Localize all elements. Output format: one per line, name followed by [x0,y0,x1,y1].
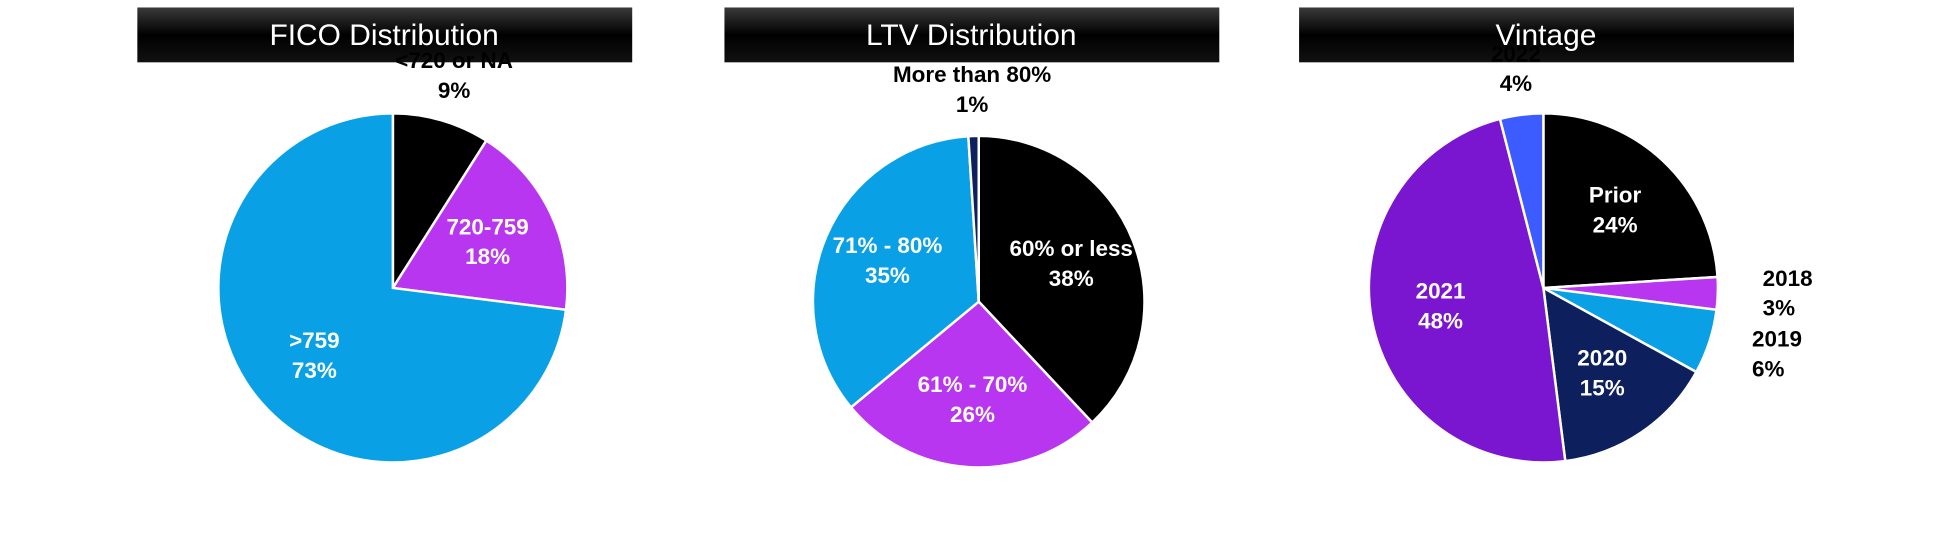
pie-slice [1541,285,1699,463]
pie-slice [967,134,980,302]
chart-title: LTV Distribution [866,19,1077,52]
slice-value-label: 15% [1580,375,1625,400]
slice-value-label: 38% [1049,266,1094,291]
pie-slice [391,112,489,293]
pie-slice [811,134,981,410]
slice-label: 720-759 [446,214,528,239]
slice-label: <720 or NA [395,48,513,73]
slice-label: 2019 [1752,327,1802,352]
slice-label: 2020 [1577,346,1627,371]
chart-title: Vintage [1495,19,1596,52]
slice-label: 71% - 80% [833,233,943,258]
slice-value-label: 3% [1763,296,1795,321]
pie-slice [1367,117,1567,464]
title-box [724,7,1220,63]
chart-title: FICO Distribution [269,19,498,52]
slice-label: 2021 [1416,279,1466,304]
slice-value-label: 73% [292,358,337,383]
slice-value-label: 1% [956,92,988,117]
slice-value-label: 35% [865,263,910,288]
pie-slice [1542,112,1719,290]
slice-value-label: 18% [465,244,510,269]
slice-value-label: 48% [1418,308,1463,333]
slice-value-label: 26% [950,402,995,427]
slice-label: 60% or less [1010,236,1133,261]
title-box [1299,7,1794,63]
slice-value-label: 9% [438,78,470,103]
pie-slice [977,134,1146,425]
slice-value-label: 6% [1752,357,1784,382]
pie-slice [390,138,569,312]
pie-slice [1498,112,1545,289]
title-box [137,7,633,63]
slice-label: Prior [1589,183,1642,208]
slice-label: 2018 [1763,266,1813,291]
slice-value-label: 24% [1593,212,1638,237]
pie-slice [849,299,1094,469]
slice-label: 2022 [1491,41,1541,66]
slice-label: 61% - 70% [918,372,1028,397]
pie-slice [217,112,568,464]
slice-label: More than 80% [893,62,1051,87]
slice-label: >759 [289,328,340,353]
slice-value-label: 4% [1500,71,1532,96]
